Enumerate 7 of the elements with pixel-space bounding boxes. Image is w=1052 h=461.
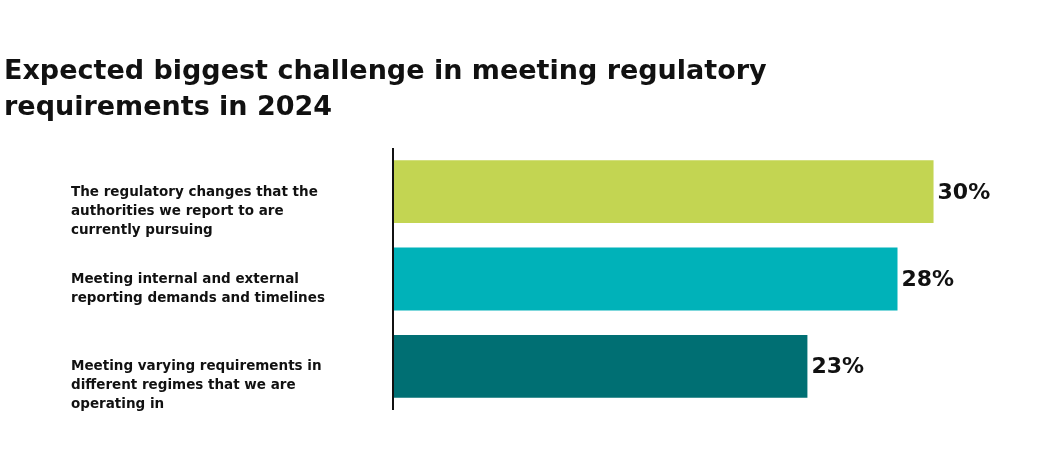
data-label: 30%	[937, 178, 991, 204]
y-tick-label: Meeting internal and external reporting demands and timelines	[71, 270, 325, 305]
y-tick-label: Meeting varying requirements in different regimes that we are operating in	[71, 357, 322, 412]
chart-title: Expected biggest challenge in meeting regulatory requirements in 2024	[4, 54, 768, 121]
data-label: 23%	[811, 353, 865, 379]
data-label: 28%	[901, 266, 955, 291]
y-tick-label: The regulatory changes that the authorities we report to are currently pursuing	[71, 182, 318, 237]
